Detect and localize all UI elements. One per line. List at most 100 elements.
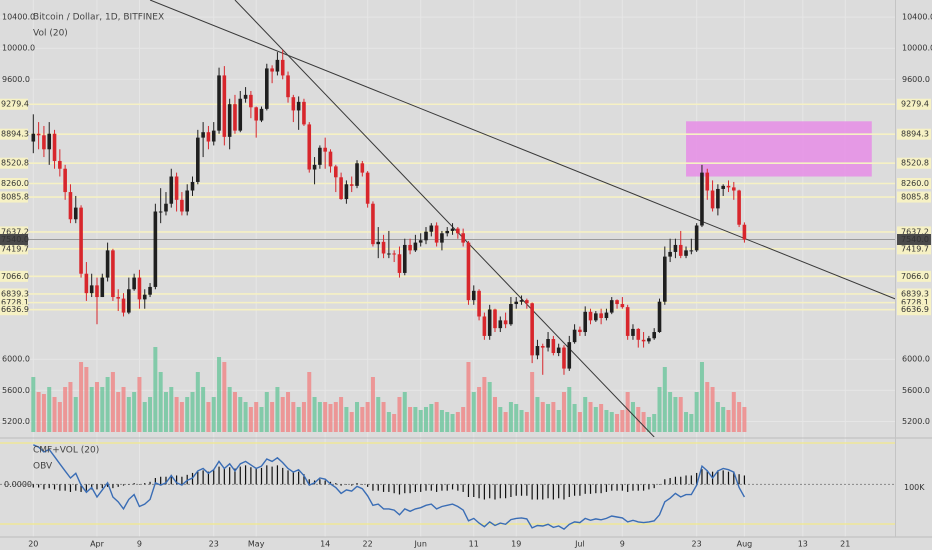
cmf-bar: [717, 470, 719, 485]
cmf-bar: [112, 484, 114, 489]
volume-bar: [333, 402, 338, 432]
level-label-box: [897, 304, 931, 316]
x-tick-label: Aug: [737, 540, 753, 549]
level-label: 8520.8: [901, 159, 929, 168]
volume-bar: [471, 392, 476, 432]
candle-body: [402, 244, 407, 273]
volume-bar: [699, 362, 704, 432]
volume-bar: [105, 377, 110, 432]
candle-body: [227, 104, 232, 137]
x-tick-label: 23: [692, 540, 702, 549]
volume-bar: [668, 392, 673, 432]
candle-body: [609, 300, 614, 313]
cmf-bar: [722, 470, 724, 485]
level-label-box: [0, 178, 28, 190]
volume-bar: [52, 397, 57, 432]
cmf-bar: [213, 470, 215, 485]
volume-bar: [137, 377, 142, 432]
candle-body: [355, 163, 359, 186]
cmf-bar: [85, 484, 87, 491]
level-label: 7637.2: [901, 227, 929, 236]
candle-body: [52, 133, 57, 161]
volume-bar: [31, 377, 36, 432]
candle-body: [275, 59, 280, 72]
volume-bar: [487, 382, 492, 432]
candle-body: [615, 300, 619, 305]
volume-bar: [286, 392, 291, 432]
label-layer: 20 Apr 9 23 May 14 22 Jun 11 19 Jul 9 23 Aug 13 21 10400…: [0, 13, 932, 549]
symbol-title: Bitcoin / Dollar, 1D, BITFINEX: [33, 13, 164, 23]
level-label-box: [0, 226, 28, 238]
cmf-bar: [282, 467, 284, 485]
volume-bar: [588, 402, 593, 432]
obv-line: [33, 444, 746, 530]
volume-bar: [482, 377, 487, 432]
volume-bar: [593, 407, 598, 432]
volume-bar: [94, 382, 99, 432]
cmf-bar: [133, 483, 135, 485]
candle-body: [190, 181, 195, 191]
cmf-bar: [255, 468, 257, 485]
cmf-bar: [632, 484, 634, 491]
candle-body: [296, 101, 301, 111]
volume-bar: [466, 362, 471, 432]
cmf-bar: [107, 484, 109, 487]
indicator-pane: [0, 442, 895, 530]
cmf-bar: [361, 484, 363, 485]
x-tick-label: Apr: [90, 540, 105, 549]
candle-body: [413, 242, 418, 251]
cmf-bar: [377, 484, 379, 491]
candle-body: [270, 68, 274, 72]
cmf-bar: [573, 484, 576, 496]
candle-body: [185, 190, 190, 212]
cmf-bar: [287, 470, 289, 485]
cmf-bar: [526, 484, 528, 496]
candle-body: [238, 98, 243, 131]
candle-body: [243, 94, 248, 99]
volume-bar: [116, 392, 121, 432]
candle-body: [100, 277, 105, 298]
level-label: 8260.0: [901, 179, 929, 188]
volume-bar: [339, 397, 344, 432]
cmf-bar: [579, 484, 581, 496]
candle-body: [116, 297, 121, 299]
cmf-bar: [388, 484, 390, 492]
level-label: 6839.3: [901, 289, 929, 298]
cmf-bar: [48, 484, 50, 489]
cmf-bar: [223, 468, 225, 485]
volume-bar: [572, 404, 577, 432]
candle-body: [429, 225, 434, 232]
level-label: 8085.8: [901, 193, 929, 202]
cmf-bar: [207, 471, 210, 485]
cmf-bar: [706, 470, 708, 485]
cmf-bar: [637, 484, 639, 491]
candle-body: [678, 244, 683, 256]
volume-bar: [232, 392, 237, 432]
y-tick-label: 5200.0: [902, 417, 930, 426]
candle-body: [233, 104, 237, 131]
candle-body: [127, 289, 131, 313]
cmf-bar: [648, 484, 650, 490]
candle-body: [482, 316, 487, 336]
price-zone: [686, 121, 872, 177]
level-label-box: [0, 243, 28, 255]
volume-bar: [710, 387, 715, 432]
volume-bar: [540, 402, 545, 432]
candle-body: [588, 311, 593, 321]
last-price-box: [897, 233, 931, 245]
candle-body: [726, 185, 731, 188]
candle-body: [95, 285, 99, 298]
volume-bar: [360, 407, 365, 432]
y-tick-label: 5600.0: [902, 386, 930, 395]
cmf-bar: [160, 476, 162, 485]
volume-bar: [254, 402, 259, 432]
cmf-bar: [558, 484, 560, 499]
level-label-box: [897, 128, 931, 140]
cmf-bar: [653, 484, 655, 489]
cmf-bar: [696, 472, 698, 485]
cmf-bar: [64, 484, 66, 491]
x-tick-label: May: [248, 540, 265, 549]
volume-bar: [625, 392, 630, 432]
cmf-bar: [457, 484, 459, 491]
y-tick-label: 9600.0: [2, 75, 30, 84]
